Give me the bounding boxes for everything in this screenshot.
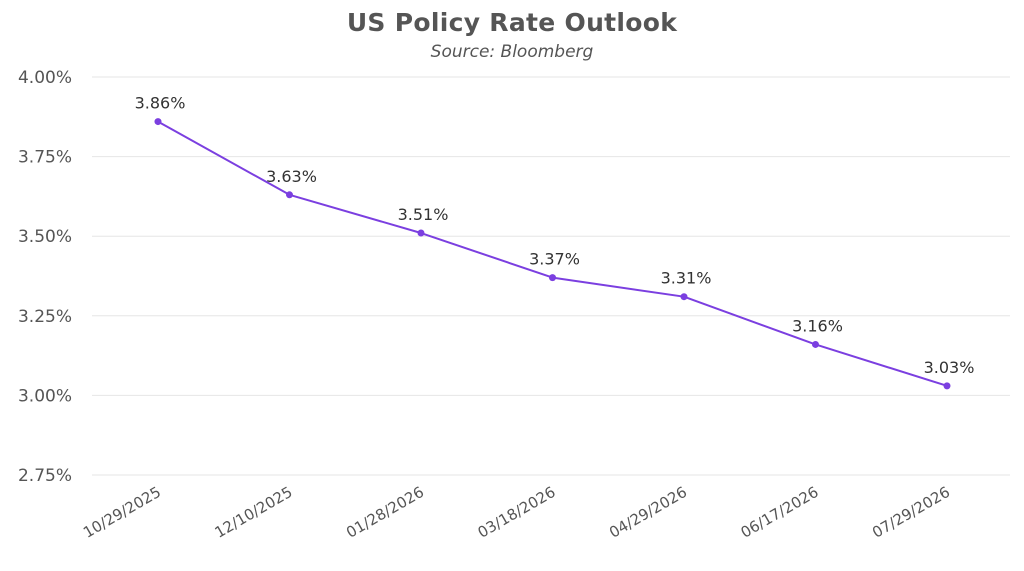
data-label: 3.63%	[266, 167, 317, 186]
x-tick-label: 06/17/2026	[738, 483, 822, 542]
x-tick-label: 07/29/2026	[869, 483, 953, 542]
data-point	[154, 118, 162, 126]
data-label: 3.37%	[529, 250, 580, 269]
data-point	[286, 191, 293, 199]
y-tick-label: 4.00%	[18, 68, 72, 88]
data-label: 3.03%	[924, 358, 975, 377]
chart-subtitle: Source: Bloomberg	[430, 42, 594, 62]
x-tick-label: 01/28/2026	[343, 483, 427, 542]
x-tick-label: 10/29/2025	[80, 483, 164, 542]
chart-title: US Policy Rate Outlook	[346, 8, 678, 37]
y-tick-label: 3.75%	[18, 148, 72, 168]
y-tick-label: 3.00%	[18, 386, 72, 406]
x-tick-label: 04/29/2026	[606, 483, 690, 542]
data-point	[549, 274, 556, 282]
y-tick-label: 3.50%	[18, 227, 72, 247]
data-point	[943, 382, 951, 390]
data-label: 3.31%	[661, 269, 712, 288]
data-point	[812, 340, 819, 348]
x-tick-label: 12/10/2025	[212, 483, 296, 542]
data-label: 3.86%	[135, 94, 186, 113]
data-point	[417, 229, 425, 237]
x-tick-label: 03/18/2026	[475, 483, 559, 542]
y-tick-label: 3.25%	[18, 307, 72, 327]
data-label: 3.51%	[398, 205, 449, 224]
data-label: 3.16%	[792, 316, 843, 335]
y-tick-label: 2.75%	[18, 466, 72, 486]
data-point	[680, 293, 688, 301]
